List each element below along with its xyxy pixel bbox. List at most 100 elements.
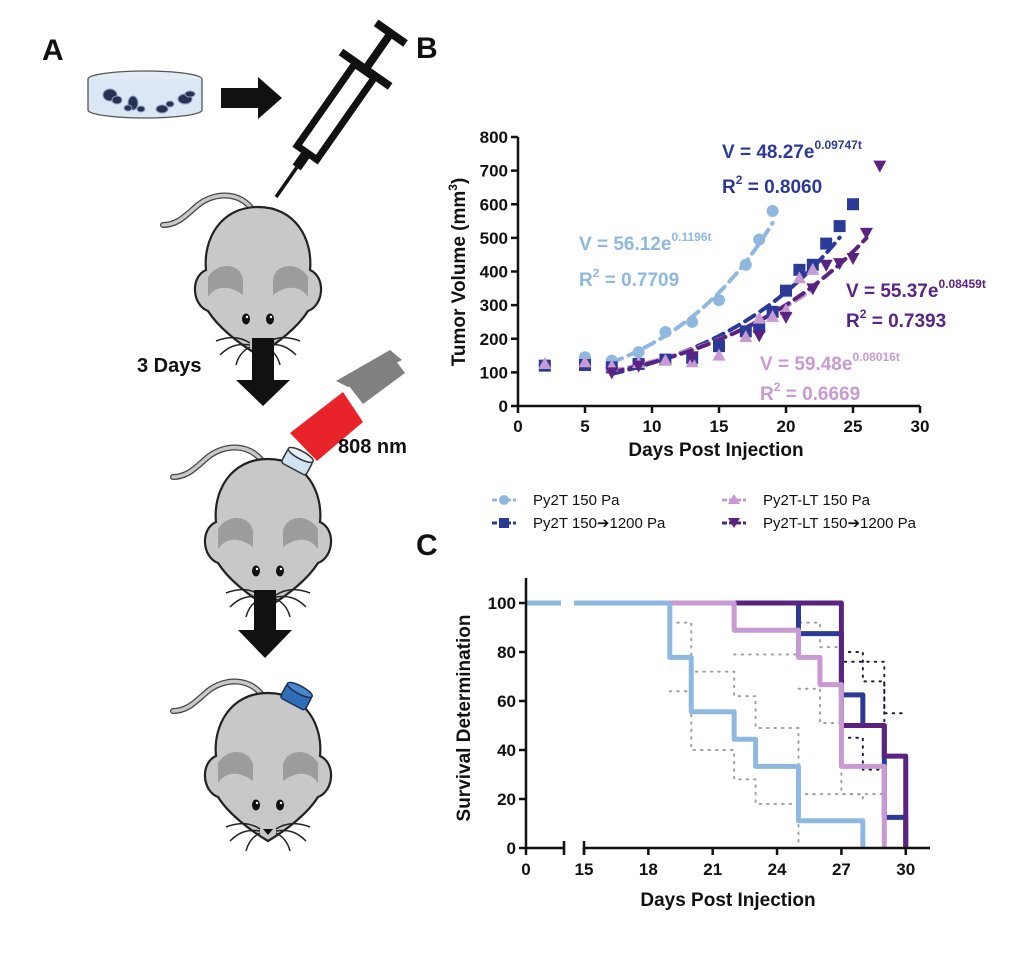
y-tick-label: 200 [480, 330, 508, 349]
confidence-band [840, 651, 907, 715]
svg-text:Py2T 150➔1200 Pa: Py2T 150➔1200 Pa [533, 515, 666, 532]
fit-equation-py2t-150: V = 56.12e0.1196t R2 = 0.7709 [579, 230, 712, 291]
survival-curves [526, 600, 909, 848]
data-point [739, 330, 753, 343]
data-point [873, 160, 887, 173]
survival-curve [526, 600, 866, 848]
confidence-band [668, 690, 800, 849]
fit-curve [609, 236, 869, 375]
data-point [659, 326, 672, 339]
legend: Py2T 150 Pa Py2T 150➔1200 Pa Py2T-LT 150… [492, 492, 917, 532]
data-point [779, 311, 793, 324]
x-tick-label: 15 [710, 417, 729, 436]
data-point [712, 348, 726, 361]
legend-item-py2t-150: Py2T 150 Pa [492, 492, 620, 509]
data-point [605, 367, 619, 380]
syringe-icon [274, 19, 408, 199]
survival-curve [669, 600, 887, 848]
y-tick-label: 100 [480, 363, 508, 382]
data-point [833, 220, 846, 233]
legend-item-py2t-lt-150-1200: Py2T-LT 150➔1200 Pa [722, 515, 917, 532]
arrow-down-icon [238, 590, 292, 658]
x-tick-label: 25 [844, 417, 863, 436]
y-tick-label: 600 [480, 195, 508, 214]
mouse-icon [163, 195, 321, 365]
data-point [766, 204, 779, 217]
data-point [793, 263, 806, 276]
data-point [752, 311, 766, 324]
panel-c-label: C [416, 529, 438, 562]
legend-item-py2t-lt-150: Py2T-LT 150 Pa [722, 492, 871, 509]
y-tick-label: 20 [497, 790, 516, 809]
svg-text:V = 56.12e0.1196t: V = 56.12e0.1196t [579, 230, 712, 255]
x-tick-label: 0 [521, 860, 530, 879]
data-point [739, 258, 752, 271]
x-tick-label: 0 [513, 417, 522, 436]
laser-wavelength-label: 808 nm [338, 436, 407, 458]
x-tick-label: 27 [832, 860, 851, 879]
x-tick-label: 18 [639, 860, 658, 879]
data-point [632, 346, 645, 359]
data-point [792, 271, 806, 284]
confidence-band [733, 621, 843, 727]
confidence-band [840, 766, 886, 800]
square-marker-icon [499, 518, 509, 528]
x-tick-label: 5 [580, 417, 589, 436]
x-tick-label: 30 [896, 860, 915, 879]
petri-dish-icon [87, 70, 203, 119]
svg-text:V = 59.48e0.08016t: V = 59.48e0.08016t [760, 350, 900, 375]
data-point [806, 262, 820, 275]
svg-text:R2 = 0.7709: R2 = 0.7709 [579, 266, 679, 291]
legend-item-py2t-150-1200: Py2T 150➔1200 Pa [492, 515, 666, 532]
data-point [820, 237, 833, 250]
y-tick-label: 0 [499, 397, 508, 416]
data-point [538, 356, 552, 369]
data-point [766, 309, 780, 322]
arrow-right-icon [221, 77, 282, 119]
y-tick-label: 800 [480, 128, 508, 147]
gel-implant-clear-icon [281, 446, 315, 476]
svg-text:R2 = 0.7393: R2 = 0.7393 [846, 307, 946, 332]
data-point [686, 315, 699, 328]
triangle-down-marker-icon [728, 518, 740, 528]
data-point [752, 330, 766, 343]
circle-marker-icon [499, 495, 509, 505]
data-point [859, 227, 873, 240]
y-tick-label: 60 [497, 692, 516, 711]
svg-text:R2 = 0.8060: R2 = 0.8060 [722, 173, 822, 198]
data-point [753, 320, 766, 333]
gel-implant-blue-icon [280, 681, 314, 711]
survival-curve [669, 600, 909, 848]
panel-b-label: B [416, 32, 438, 65]
panel-a-label: A [42, 34, 64, 67]
y-tick-label: 500 [480, 229, 508, 248]
data-point [780, 284, 792, 297]
svg-text:Py2T 150 Pa: Py2T 150 Pa [533, 492, 620, 509]
data-point [578, 355, 592, 368]
data-point [833, 258, 847, 271]
data-point [819, 259, 833, 272]
data-point [658, 353, 672, 366]
y-tick-label: 300 [480, 296, 508, 315]
triangle-up-marker-icon [728, 494, 740, 504]
tumor-y-axis-label: Tumor Volume (mm3) [446, 178, 470, 367]
data-point [713, 294, 725, 307]
y-tick-label: 700 [480, 162, 508, 181]
svg-text:Py2T-LT 150➔1200 Pa: Py2T-LT 150➔1200 Pa [763, 515, 917, 532]
svg-text:R2 = 0.6669: R2 = 0.6669 [760, 380, 860, 405]
x-tick-label: 15 [575, 860, 594, 879]
confidence-band [797, 602, 886, 791]
y-tick-label: 100 [488, 594, 516, 613]
data-point [713, 340, 725, 353]
panel-a: A [42, 19, 408, 851]
tumor-volume-points [538, 160, 887, 380]
svg-text:V = 55.37e0.08459t: V = 55.37e0.08459t [846, 277, 986, 302]
panel-b: B 0 5 10 15 20 25 300100200300400500600700800 … [416, 32, 986, 461]
fit-equation-py2t-lt-150: V = 59.48e0.08016t R2 = 0.6669 [760, 350, 900, 405]
fit-equation-py2t-lt-150-1200: V = 55.37e0.08459t R2 = 0.7393 [846, 277, 986, 332]
data-point [847, 198, 859, 211]
x-tick-label: 20 [777, 417, 796, 436]
x-tick-label: 24 [768, 860, 787, 879]
x-tick-label: 10 [643, 417, 662, 436]
